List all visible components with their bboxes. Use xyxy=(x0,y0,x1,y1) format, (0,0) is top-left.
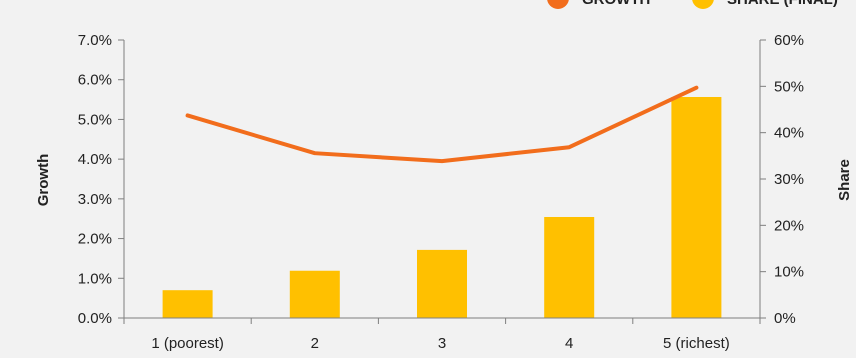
y-left-tick-label: 5.0% xyxy=(78,111,112,128)
legend-growth-marker xyxy=(547,0,569,9)
y-right-tick-label: 10% xyxy=(774,264,804,281)
y-right-tick-label: 50% xyxy=(774,78,804,95)
x-tick-label: 1 (poorest) xyxy=(151,335,224,352)
y-right-tick-label: 0% xyxy=(774,310,796,327)
y-axis-right-title: Share xyxy=(836,159,853,201)
legend-growth-label: GROWTH xyxy=(582,0,650,8)
y-left-tick-label: 3.0% xyxy=(78,191,112,208)
axes-layer xyxy=(118,39,766,324)
y-axis-left-title: Growth xyxy=(35,154,52,207)
y-right-tick-label: 20% xyxy=(774,217,804,234)
bar-share-4 xyxy=(544,216,595,318)
y-left-tick-label: 0.0% xyxy=(78,310,112,327)
x-tick-label: 3 xyxy=(438,335,446,352)
legend-share-label: SHARE (FINAL) xyxy=(727,0,838,8)
x-tick-label: 5 (richest) xyxy=(663,335,730,352)
y-right-tick-label: 60% xyxy=(774,32,804,49)
bar-share-3 xyxy=(417,249,467,318)
y-left-tick-label: 6.0% xyxy=(78,72,112,89)
ticks-layer: 0.0% 1.0% 2.0% 3.0% 4.0% 5.0% 6.0% 7.0% 0% 10% 20%… xyxy=(78,32,804,352)
bar-share-2 xyxy=(289,270,340,318)
y-right-tick-label: 30% xyxy=(774,171,804,188)
line-layer xyxy=(185,85,699,164)
legend-share-marker xyxy=(692,0,714,9)
bars-layer xyxy=(162,96,722,319)
legend: GROWTH SHARE (FINAL) xyxy=(547,0,838,9)
y-left-tick-label: 2.0% xyxy=(78,231,112,248)
x-tick-label: 4 xyxy=(565,335,573,352)
bar-share-1 xyxy=(162,290,213,318)
y-right-tick-label: 40% xyxy=(774,125,804,142)
bar-share-5 xyxy=(671,96,722,319)
y-left-tick-label: 1.0% xyxy=(78,270,112,287)
y-left-tick-label: 4.0% xyxy=(78,151,112,168)
growth-line xyxy=(185,85,699,164)
x-tick-label: 2 xyxy=(311,335,319,352)
y-left-tick-label: 7.0% xyxy=(78,32,112,49)
